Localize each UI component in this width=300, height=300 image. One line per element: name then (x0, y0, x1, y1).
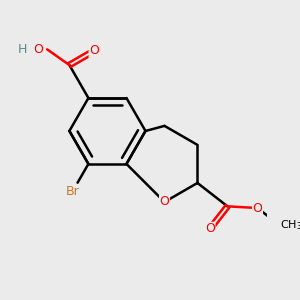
Text: O: O (205, 222, 215, 236)
Text: Br: Br (65, 185, 79, 198)
Text: O: O (253, 202, 262, 214)
Text: O: O (160, 196, 170, 208)
Text: CH$_3$: CH$_3$ (280, 219, 300, 232)
Text: H: H (18, 43, 28, 56)
Text: O: O (89, 44, 99, 57)
Text: O: O (34, 43, 44, 56)
